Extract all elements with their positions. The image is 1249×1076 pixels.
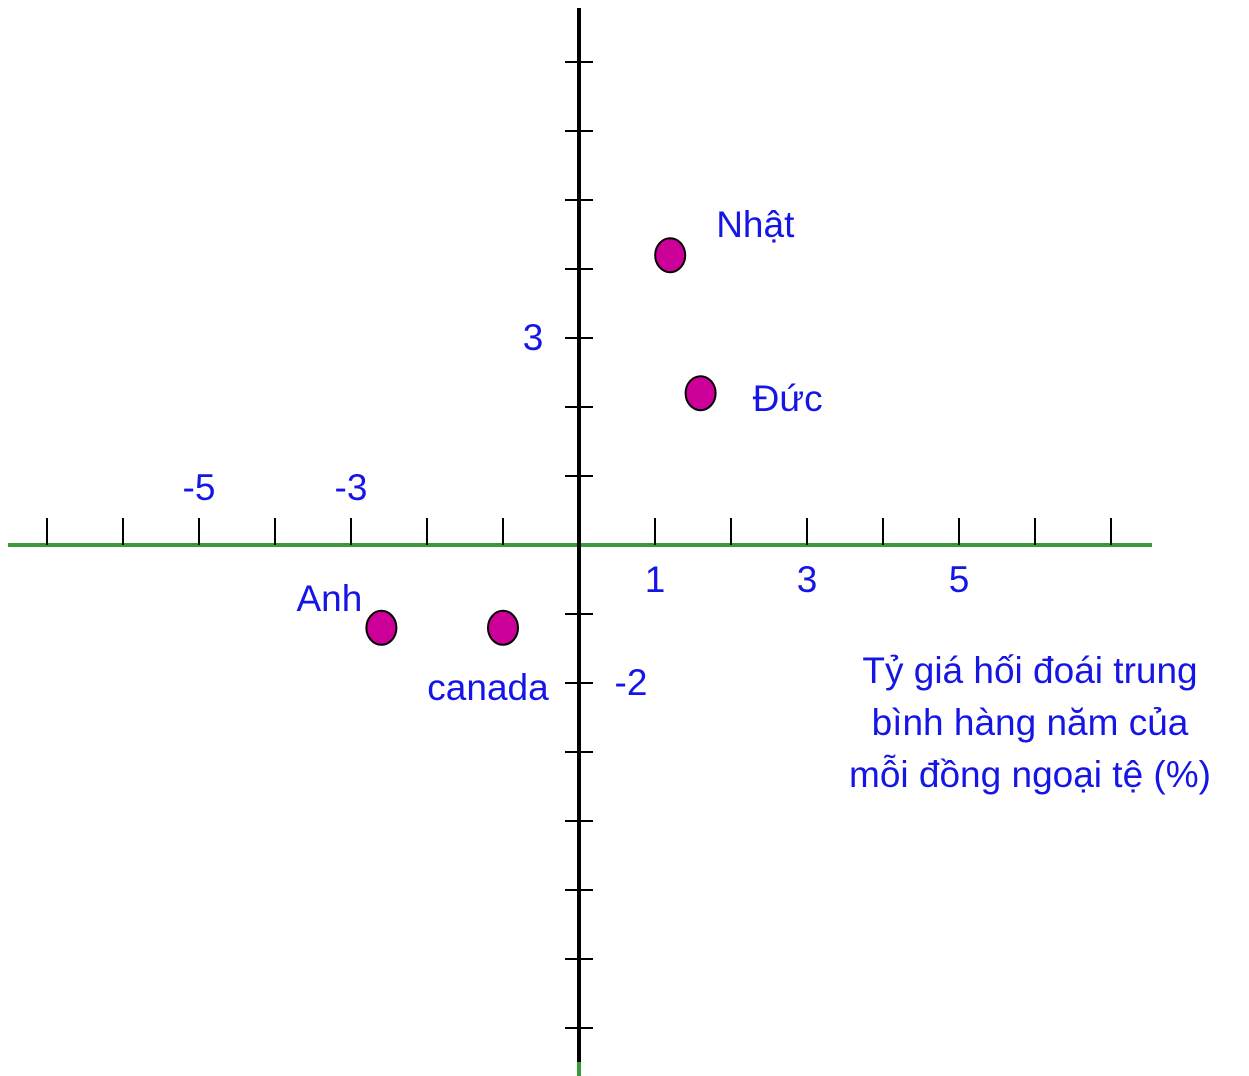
x-tick-label: 1 (645, 559, 666, 600)
data-points (365, 237, 717, 646)
x-tick-labels: -5 -3 1 3 5 (183, 467, 970, 600)
y-tick-label: 3 (523, 317, 544, 358)
data-point (684, 375, 717, 412)
annotation-line-3: mỗi đồng ngoại tệ (%) (849, 754, 1211, 795)
x-tick-label: -5 (183, 467, 216, 508)
point-label: Đức (753, 378, 823, 419)
x-tick-label: 5 (949, 559, 970, 600)
x-tick-label: -3 (335, 467, 368, 508)
data-point (654, 237, 687, 274)
annotation-line-2: bình hàng năm của (871, 702, 1189, 743)
data-point (487, 609, 519, 646)
axis-annotation: Tỷ giá hối đoái trung bình hàng năm của … (800, 645, 1249, 801)
point-labels: Nhật Đức Anh canada (296, 204, 822, 708)
x-ticks (46, 518, 1112, 545)
point-label: Nhật (716, 204, 795, 245)
annotation-line-1: Tỷ giá hối đoái trung (862, 650, 1198, 691)
data-point (365, 609, 398, 646)
y-tick-label: -2 (615, 662, 648, 703)
point-label: Anh (296, 578, 362, 619)
y-tick-labels: 3 -2 (523, 317, 648, 703)
point-label: canada (427, 667, 549, 708)
x-tick-label: 3 (797, 559, 818, 600)
y-ticks (565, 61, 593, 1029)
